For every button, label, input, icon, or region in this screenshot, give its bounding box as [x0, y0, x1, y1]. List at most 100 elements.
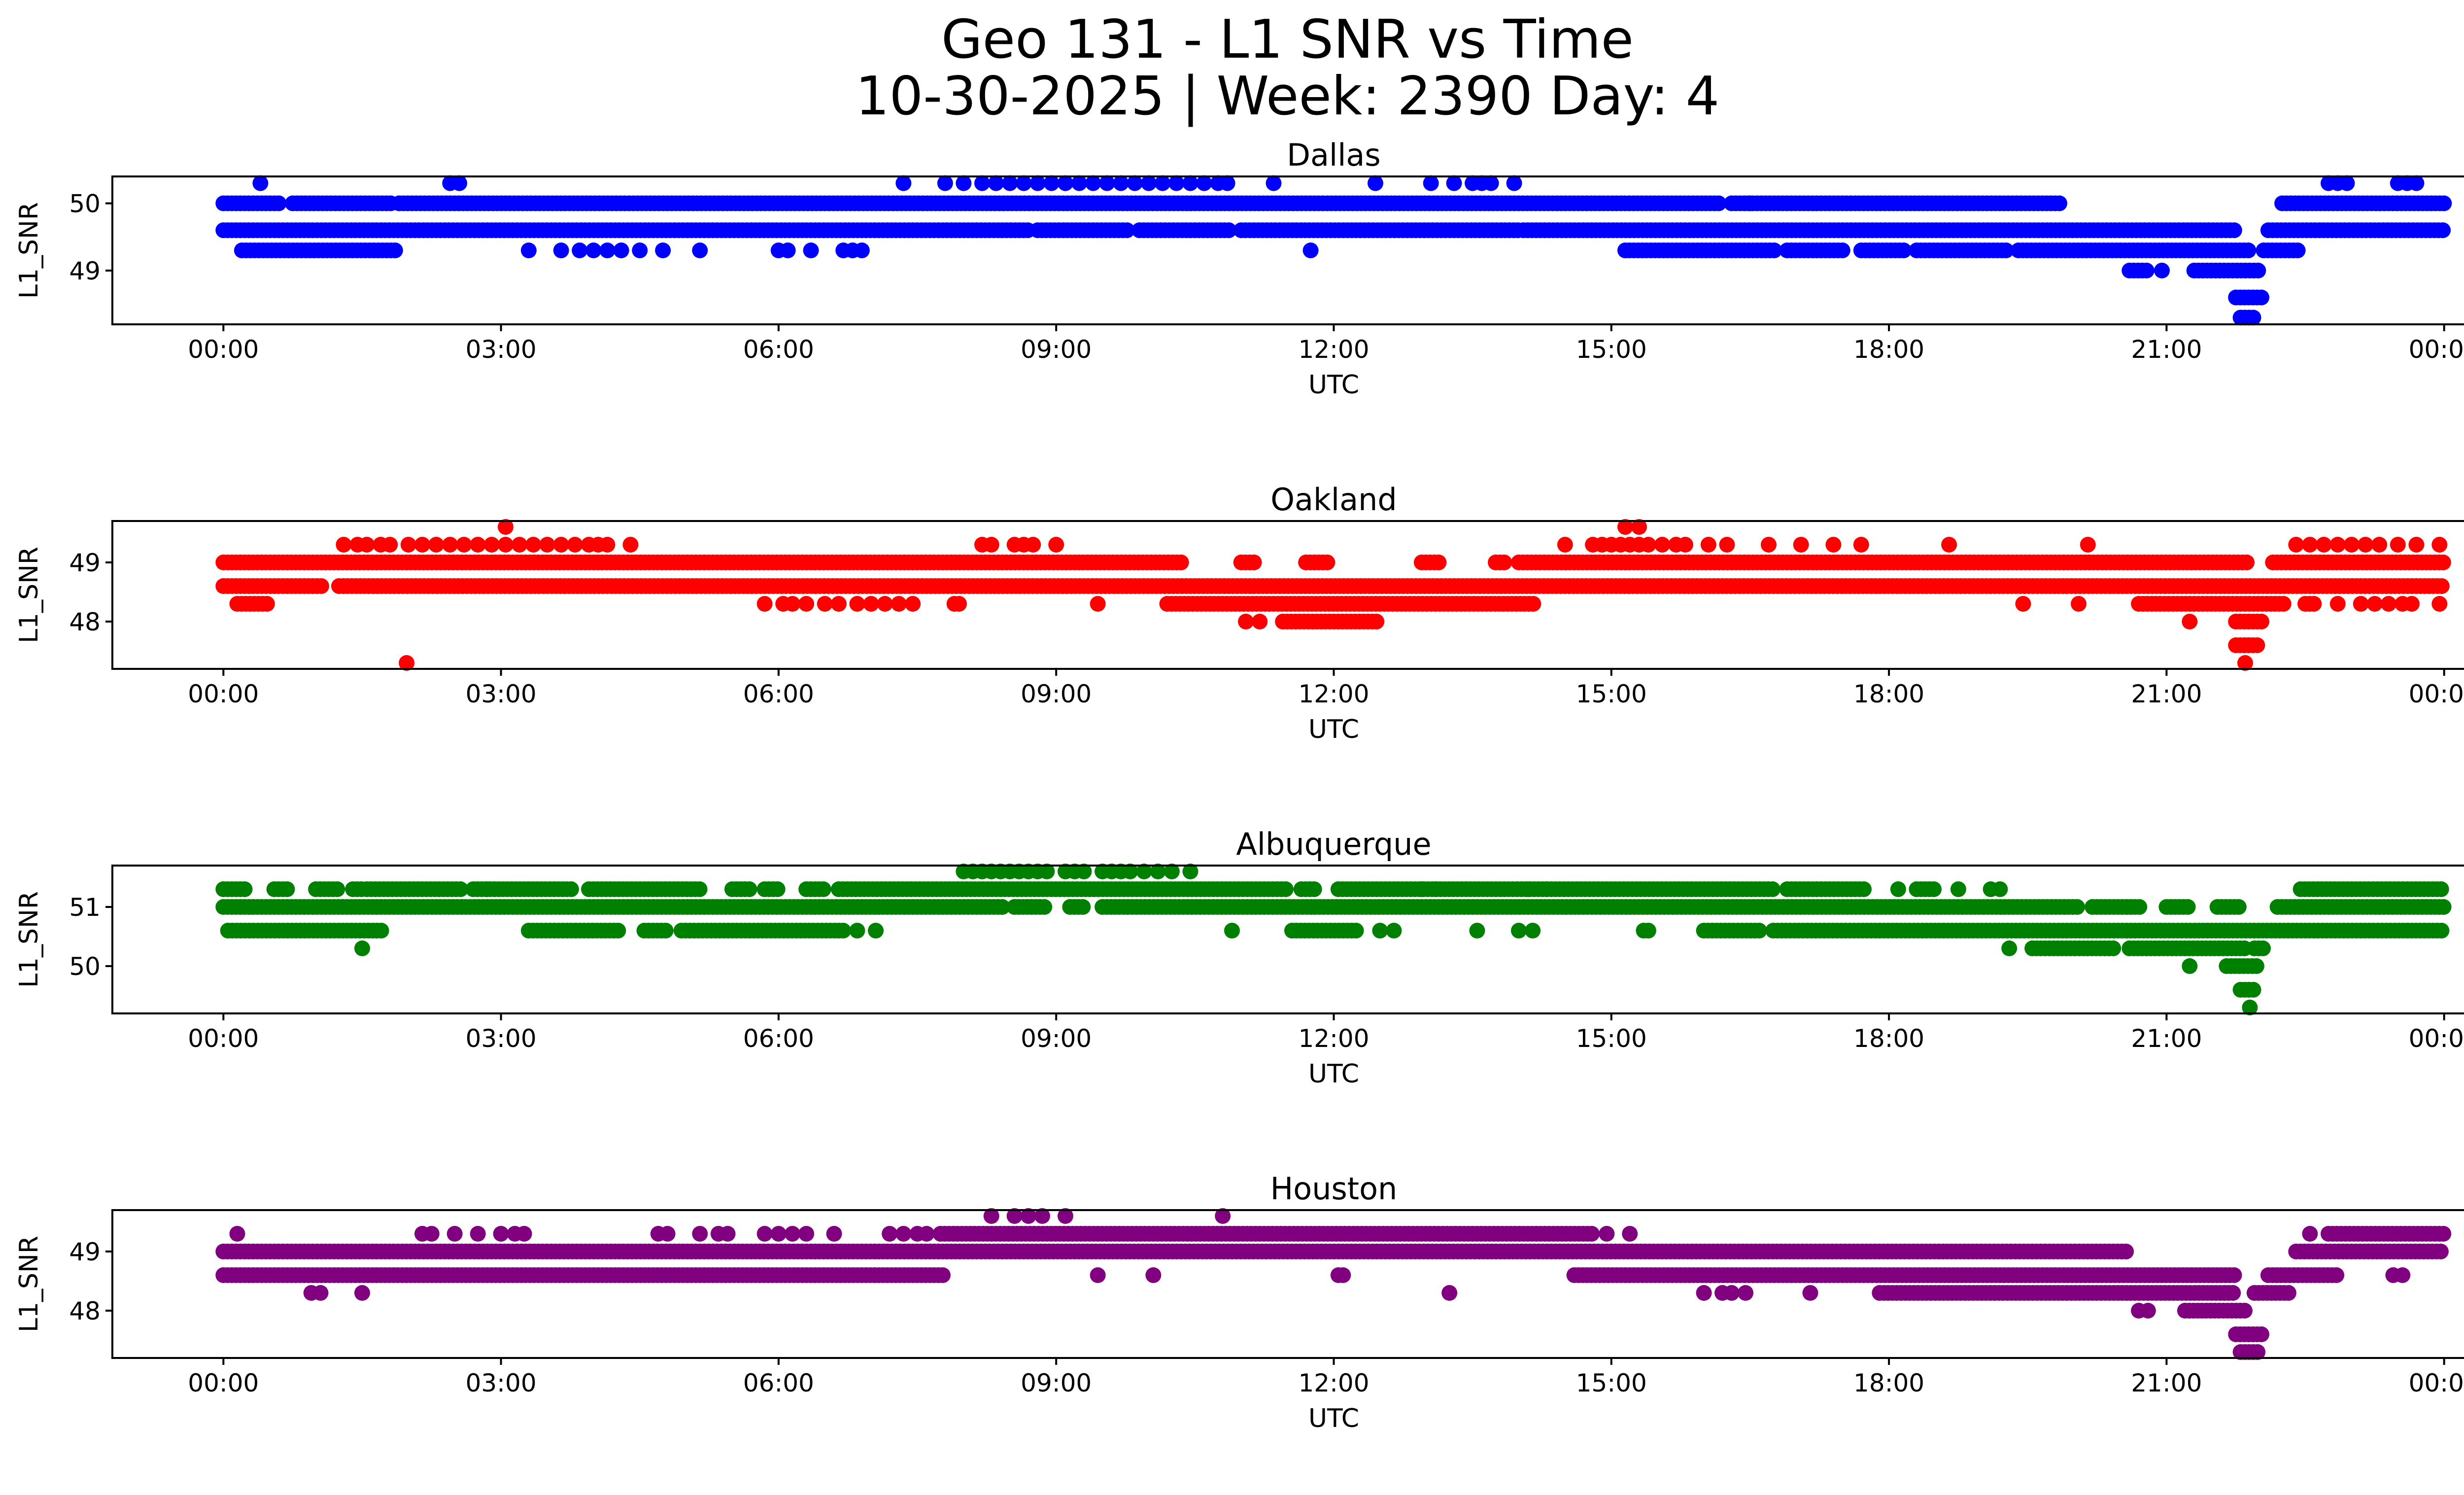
data-point [2381, 596, 2396, 612]
data-point [2435, 899, 2452, 915]
data-point [817, 596, 833, 612]
data-point [512, 537, 528, 553]
data-point [1164, 864, 1180, 879]
data-point [1856, 881, 1872, 897]
data-point [1090, 596, 1106, 612]
data-point [1719, 537, 1735, 553]
data-point [359, 537, 375, 553]
data-point [1766, 243, 1782, 258]
data-point [1557, 537, 1573, 553]
data-point [1423, 175, 1439, 191]
data-point [2339, 175, 2355, 191]
data-point [770, 1226, 787, 1242]
data-point [835, 923, 851, 939]
data-point [1483, 175, 1499, 191]
data-point [2353, 596, 2369, 612]
data-point [2371, 537, 2388, 553]
data-point [456, 537, 472, 553]
data-point [336, 537, 352, 553]
data-point [1058, 175, 1073, 191]
data-point [2280, 1285, 2296, 1301]
data-point [2245, 982, 2261, 998]
data-point [1506, 175, 1522, 191]
data-point [1196, 175, 1212, 191]
data-point [1127, 175, 1143, 191]
data-point [1751, 923, 1767, 939]
data-point [2250, 262, 2266, 278]
data-point [1446, 175, 1462, 191]
data-point [400, 537, 416, 553]
data-point [354, 940, 370, 956]
data-point [2433, 881, 2449, 897]
data-point [599, 243, 616, 258]
data-point [1431, 555, 1447, 570]
subplot-title: Dallas [1287, 137, 1380, 173]
data-point [2240, 243, 2257, 258]
data-point [1896, 243, 1912, 258]
data-point [553, 243, 569, 258]
data-point [2226, 222, 2242, 239]
data-point [446, 1226, 463, 1242]
data-point [2250, 1344, 2266, 1360]
data-point [2290, 243, 2306, 258]
data-point [1348, 923, 1364, 939]
data-point [2182, 614, 2198, 629]
data-point [659, 1226, 676, 1242]
x-tick-label: 03:00 [466, 335, 537, 364]
data-point [719, 1226, 736, 1242]
data-point [2288, 537, 2304, 553]
data-point [2237, 655, 2253, 671]
data-point [1539, 881, 1555, 897]
data-point [2071, 596, 2087, 612]
x-tick-label: 09:00 [1021, 335, 1092, 364]
data-point [1039, 864, 1055, 879]
data-point [1145, 1267, 1162, 1283]
data-point [1890, 881, 1906, 897]
data-point [237, 881, 253, 897]
x-tick-label: 00:00 [2409, 1024, 2464, 1053]
data-point [2052, 195, 2067, 211]
data-point [692, 1226, 708, 1242]
data-point [525, 537, 542, 553]
y-tick-label: 49 [69, 257, 101, 285]
data-point [1043, 175, 1060, 191]
data-point [1413, 881, 1430, 897]
data-point [423, 1226, 440, 1242]
data-point [572, 243, 588, 258]
data-point [2069, 899, 2085, 915]
data-point [741, 881, 757, 897]
scatter-series [215, 175, 2452, 326]
data-point [1372, 923, 1388, 939]
data-point [1048, 537, 1064, 553]
x-tick-label: 12:00 [1298, 1024, 1369, 1053]
data-point [1496, 555, 1512, 570]
data-point [891, 596, 907, 612]
data-point [1640, 537, 1656, 553]
data-point [2001, 940, 2018, 956]
data-point [520, 243, 537, 258]
x-tick-label: 18:00 [1853, 680, 1924, 708]
data-point [1511, 923, 1527, 939]
data-point [1246, 555, 1262, 570]
x-tick-label: 21:00 [2131, 1024, 2202, 1053]
x-tick-label: 12:00 [1298, 335, 1369, 364]
data-point [2105, 940, 2122, 956]
data-point [1122, 864, 1138, 879]
data-point [373, 923, 389, 939]
data-point [1029, 175, 1046, 191]
data-point [1926, 881, 1942, 897]
data-point [2249, 637, 2265, 653]
x-tick-label: 06:00 [743, 1024, 814, 1053]
y-tick-label: 50 [69, 190, 101, 218]
data-point [1306, 881, 1322, 897]
figure-title-line-1: Geo 131 - L1 SNR vs Time [941, 9, 1634, 70]
x-tick-label: 03:00 [466, 680, 537, 708]
x-tick-label: 15:00 [1576, 335, 1647, 364]
data-point [1469, 923, 1485, 939]
x-tick-label: 21:00 [2131, 680, 2202, 708]
data-point [539, 537, 555, 553]
data-point [1076, 864, 1092, 879]
x-tick-label: 00:00 [188, 680, 259, 708]
data-point [1764, 881, 1780, 897]
